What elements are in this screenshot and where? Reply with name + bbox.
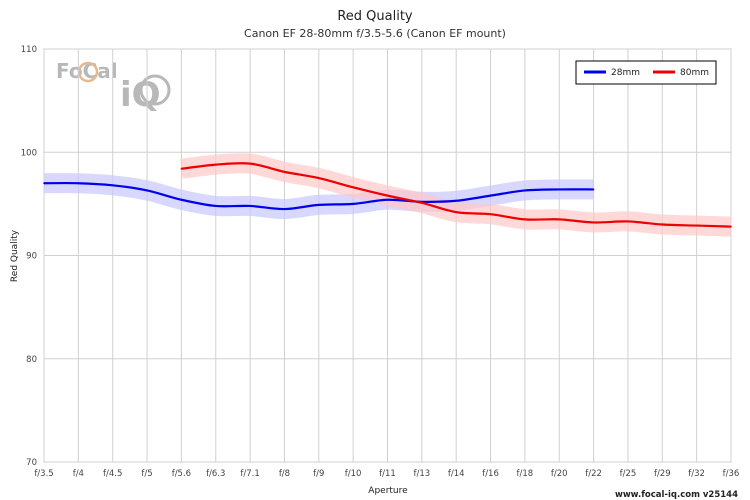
data-point-80mm [180,167,183,170]
x-tick-label: f/16 [482,469,499,479]
x-axis-title: Aperture [368,486,408,496]
chart-subtitle: Canon EF 28-80mm f/3.5-5.6 (Canon EF mou… [244,27,506,40]
x-tick-label: f/13 [414,469,431,479]
data-point-28mm [43,182,45,185]
data-point-28mm [352,203,354,205]
data-point-80mm [352,186,354,189]
y-tick-label: 110 [21,45,37,55]
data-point-28mm [558,188,561,191]
legend-label-80mm: 80mm [680,68,709,78]
x-tick-label: f/4.5 [103,469,122,479]
x-tick-label: f/29 [654,469,671,479]
x-tick-label: f/8 [279,469,290,479]
data-point-80mm [214,163,217,166]
legend-label-28mm: 28mm [611,68,640,78]
data-point-80mm [455,211,458,213]
legend-box [575,60,717,85]
x-tick-label: f/22 [585,469,602,479]
x-tick-label: f/25 [620,469,637,479]
data-point-80mm [489,213,492,215]
x-tick-label: f/18 [517,469,534,479]
data-point-28mm [455,199,458,202]
data-point-80mm [249,162,251,165]
legend: 28mm 80mm [575,60,717,85]
x-tick-label: f/11 [379,469,396,479]
chart-title: Red Quality [337,9,413,24]
data-point-80mm [592,221,595,224]
y-tick-label: 100 [21,148,37,158]
data-point-28mm [318,204,320,206]
logo-lens-icon [139,74,171,106]
data-point-28mm [214,205,217,207]
data-point-80mm [386,194,389,197]
data-point-80mm [318,177,320,179]
x-tick-label: f/9 [313,469,324,479]
grid [43,48,732,463]
x-tick-label: f/4 [73,469,84,479]
x-tick-label: f/5.6 [172,469,191,479]
series-lines [43,162,732,228]
y-axis-title: Red Quality [10,229,20,282]
data-point-80mm [695,224,698,227]
x-tick-label: f/7.1 [240,469,259,479]
credit-text: www.focal-iq.com v25144 [615,490,738,500]
y-tick-label: 90 [26,252,37,262]
y-tick-label: 70 [26,458,37,468]
data-point-28mm [77,182,80,185]
x-tick-label: f/36 [723,469,740,479]
data-point-28mm [249,205,251,207]
data-point-80mm [730,225,732,228]
x-tick-labels: f/3.5 f/4 f/4.5 f/5 f/5.6 f/6.3 f/7.1 f/8 f/9 f/1… [34,469,739,479]
data-point-28mm [386,198,389,201]
x-tick-label: f/10 [345,469,362,479]
data-point-28mm [592,188,595,191]
logo-ring-icon [77,61,99,83]
x-tick-label: f/3.5 [34,469,53,479]
x-tick-label: f/14 [448,469,465,479]
logo-text-right: iQ [120,75,161,115]
x-tick-label: f/32 [688,469,705,479]
data-point-80mm [661,223,664,226]
data-point-28mm [146,189,148,192]
y-tick-labels: 70 80 90 100 110 [21,45,37,468]
y-tick-label: 80 [26,355,37,365]
data-point-80mm [524,218,526,221]
data-point-28mm [283,208,286,210]
data-point-28mm [489,194,492,197]
x-tick-label: f/20 [551,469,568,479]
data-point-28mm [180,198,183,201]
x-tick-label: f/6.3 [206,469,225,479]
data-point-80mm [558,218,561,221]
data-point-28mm [524,189,526,192]
data-point-80mm [283,171,286,173]
data-point-80mm [627,220,629,223]
data-point-80mm [421,202,423,204]
focal-iq-logo: FoCal iQ [56,59,171,115]
data-point-28mm [111,184,114,187]
x-tick-label: f/5 [141,469,152,479]
